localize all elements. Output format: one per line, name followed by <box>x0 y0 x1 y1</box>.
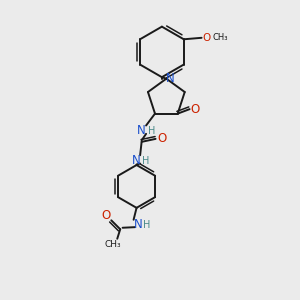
Text: N: N <box>134 218 143 231</box>
Text: O: O <box>203 33 211 43</box>
Text: N: N <box>132 154 141 167</box>
Text: H: H <box>148 126 155 136</box>
Text: O: O <box>157 132 166 146</box>
Text: O: O <box>190 103 199 116</box>
Text: H: H <box>143 220 151 230</box>
Text: O: O <box>102 209 111 222</box>
Text: N: N <box>166 72 174 85</box>
Text: CH₃: CH₃ <box>213 33 228 42</box>
Text: CH₃: CH₃ <box>104 240 121 249</box>
Text: H: H <box>142 156 150 166</box>
Text: N: N <box>137 124 146 137</box>
